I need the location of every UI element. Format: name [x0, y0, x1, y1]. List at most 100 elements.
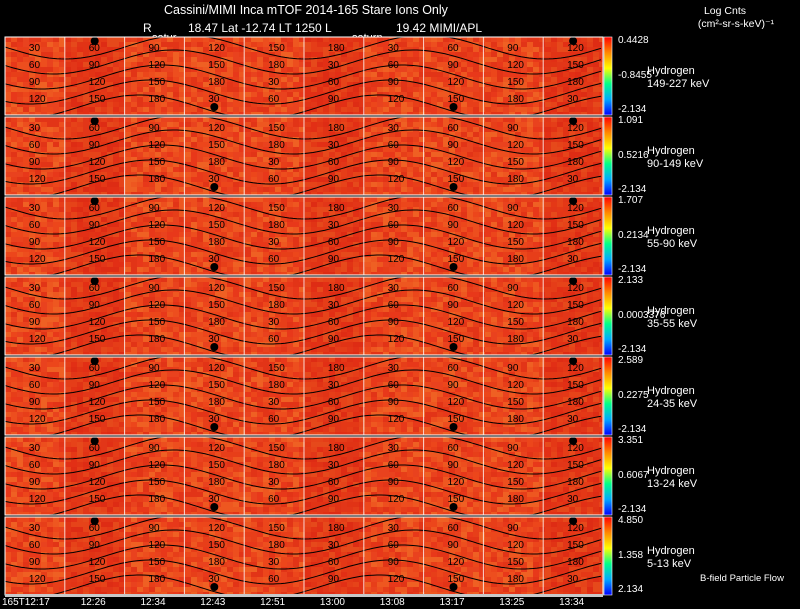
contour-label: 30 [268, 77, 280, 88]
contour-label: 30 [208, 494, 220, 505]
time-tick-label: 12:26 [80, 597, 106, 608]
planet-marker [90, 357, 99, 365]
contour-label: 90 [149, 43, 161, 54]
contour-label: 60 [448, 523, 460, 534]
contour-label: 180 [567, 157, 584, 168]
contour-label: 150 [268, 43, 285, 54]
contour-label: 150 [507, 157, 524, 168]
footer-label: B-field Particle Flow [700, 573, 784, 584]
contour-label: 90 [149, 363, 161, 374]
colorbar [604, 517, 612, 595]
planet-marker [449, 583, 458, 591]
contour-label: 60 [448, 123, 460, 134]
contour-label: 120 [208, 443, 225, 454]
contour-label: 90 [388, 397, 400, 408]
planet-marker [210, 263, 219, 271]
colorbar-mid-label: 0.5216 [618, 150, 649, 161]
time-tick-label: 13:25 [499, 597, 525, 608]
planet-marker [569, 357, 578, 365]
contour-label: 150 [448, 254, 465, 265]
contour-label: 180 [328, 363, 345, 374]
contour-label: 120 [567, 123, 584, 134]
colorbar-max-label: 2.589 [618, 355, 644, 366]
planet-marker [569, 37, 578, 45]
contour-label: 180 [268, 60, 285, 71]
contour-label: 180 [149, 414, 166, 425]
contour-label: 90 [448, 140, 460, 151]
contour-label: 120 [567, 43, 584, 54]
contour-label: 150 [567, 220, 584, 231]
contour-label: 180 [208, 477, 225, 488]
units-label: (cm²-sr-s-keV)⁻¹ [697, 18, 774, 30]
contour-label: 120 [29, 334, 46, 345]
time-tick-label: 13:34 [559, 597, 585, 608]
contour-label: 60 [89, 43, 101, 54]
contour-label: 120 [149, 140, 166, 151]
contour-label: 120 [388, 254, 405, 265]
contour-label: 120 [29, 94, 46, 105]
contour-label: 60 [448, 283, 460, 294]
contour-label: 120 [149, 540, 166, 551]
planet-marker [449, 343, 458, 351]
contour-label: 120 [149, 460, 166, 471]
planet-marker [210, 423, 219, 431]
energy-range: 90-149 keV [647, 158, 704, 170]
contour-label: 60 [89, 283, 101, 294]
contour-label: 150 [149, 557, 166, 568]
contour-label: 180 [149, 174, 166, 185]
contour-label: 60 [328, 557, 340, 568]
contour-label: 120 [208, 523, 225, 534]
contour-label: 150 [507, 237, 524, 248]
contour-label: 120 [388, 174, 405, 185]
contour-label: 60 [448, 43, 460, 54]
species-name: Hydrogen [647, 385, 695, 397]
contour-label: 180 [507, 254, 524, 265]
contour-label: 90 [448, 220, 460, 231]
contour-label: 180 [268, 300, 285, 311]
contour-label: 150 [89, 574, 106, 585]
species-name: Hydrogen [647, 225, 695, 237]
contour-label: 30 [29, 43, 41, 54]
contour-label: 60 [268, 254, 280, 265]
contour-label: 60 [448, 363, 460, 374]
contour-label: 90 [328, 254, 340, 265]
planet-marker [210, 103, 219, 111]
planet-marker [210, 183, 219, 191]
contour-label: 120 [507, 140, 524, 151]
contour-label: 60 [268, 334, 280, 345]
contour-label: 150 [448, 494, 465, 505]
contour-label: 30 [388, 203, 400, 214]
contour-label: 150 [208, 460, 225, 471]
time-tick-label: 13:08 [379, 597, 405, 608]
time-axis [5, 594, 603, 597]
species-name: Hydrogen [647, 545, 695, 557]
colorbar-max-label: 1.091 [618, 115, 644, 126]
contour-label: 150 [208, 140, 225, 151]
contour-label: 120 [29, 414, 46, 425]
contour-label: 90 [507, 283, 519, 294]
contour-label: 150 [149, 397, 166, 408]
contour-label: 150 [89, 254, 106, 265]
contour-label: 180 [268, 220, 285, 231]
contour-label: 60 [29, 460, 41, 471]
contour-label: 30 [268, 157, 280, 168]
contour-label: 120 [448, 557, 465, 568]
species-name: Hydrogen [647, 305, 695, 317]
colorbar-mid-label: -0.8455 [618, 70, 652, 81]
contour-label: 180 [507, 334, 524, 345]
energy-range: 13-24 keV [647, 478, 698, 490]
contour-label: 30 [208, 574, 220, 585]
time-tick-label: 165T12:17 [2, 597, 50, 608]
contour-label: 30 [328, 300, 340, 311]
contour-label: 90 [89, 380, 101, 391]
contour-label: 90 [328, 334, 340, 345]
contour-label: 30 [328, 220, 340, 231]
units-label: Log Cnts [703, 5, 746, 17]
contour-label: 180 [149, 94, 166, 105]
contour-label: 120 [29, 574, 46, 585]
contour-label: 180 [328, 523, 345, 534]
contour-label: 60 [388, 540, 400, 551]
contour-label: 30 [388, 43, 400, 54]
contour-label: 90 [29, 157, 41, 168]
contour-label: 90 [388, 557, 400, 568]
